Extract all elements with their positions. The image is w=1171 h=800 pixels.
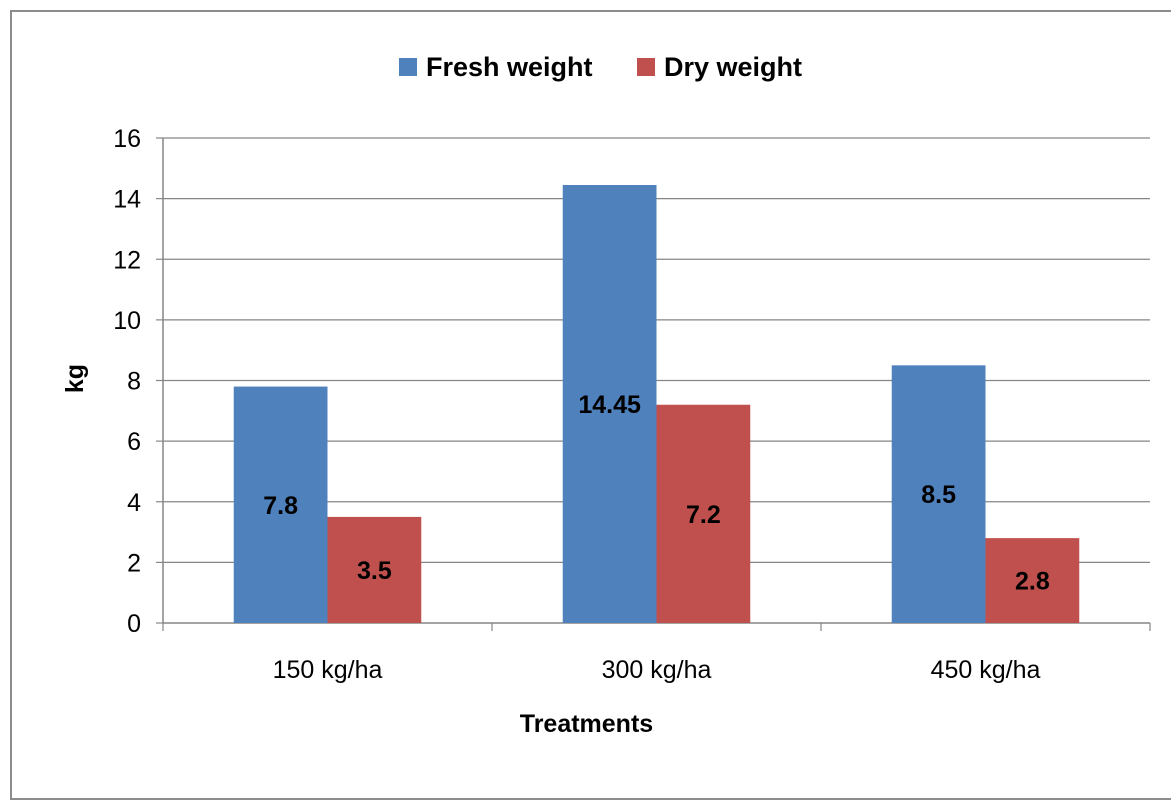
bar-chart: 0 2 4 6 8 10 12 14 16 150 kg/ha 300 kg/ha 450 kg/ha… — [61, 52, 1151, 738]
y-tick-label: 4 — [127, 489, 141, 517]
bar-dry-weight — [656, 404, 751, 623]
y-tick-label: 0 — [127, 610, 141, 638]
y-tick-label: 8 — [127, 368, 141, 396]
x-tick-label: 300 kg/ha — [602, 656, 712, 684]
y-tick-label: 2 — [127, 549, 141, 577]
data-label: 8.5 — [921, 481, 956, 509]
bar-dry-weight — [985, 538, 1080, 623]
legend: Fresh weight Dry weight — [399, 52, 802, 82]
data-label: 14.45 — [578, 391, 641, 419]
y-tick-label: 12 — [113, 246, 141, 274]
y-tick-label: 14 — [113, 186, 141, 214]
data-label: 7.2 — [686, 501, 721, 529]
legend-swatch — [637, 58, 655, 76]
data-label: 7.8 — [263, 492, 298, 520]
data-labels: 7.8 14.45 8.5 3.5 7.2 2.8 — [263, 391, 1050, 596]
x-tick-label: 450 kg/ha — [931, 656, 1041, 684]
legend-swatch — [399, 58, 417, 76]
x-axis-title: Treatments — [520, 710, 653, 738]
legend-label: Dry weight — [664, 52, 802, 82]
data-label: 2.8 — [1015, 568, 1050, 596]
bar-dry-weight — [327, 516, 422, 623]
bar-fresh-weight — [233, 386, 328, 623]
y-tick-label: 6 — [127, 428, 141, 456]
bars — [233, 184, 1080, 623]
bar-fresh-weight — [562, 184, 657, 623]
y-tick-label: 10 — [113, 307, 141, 335]
y-tick-label: 16 — [113, 125, 141, 153]
x-tick-label: 150 kg/ha — [273, 656, 383, 684]
data-label: 3.5 — [357, 557, 392, 585]
legend-label: Fresh weight — [426, 52, 593, 82]
bar-fresh-weight — [891, 365, 986, 623]
axes: 0 2 4 6 8 10 12 14 16 150 kg/ha 300 kg/ha 450 kg/ha — [113, 125, 1151, 684]
y-axis-title: kg — [61, 364, 89, 393]
